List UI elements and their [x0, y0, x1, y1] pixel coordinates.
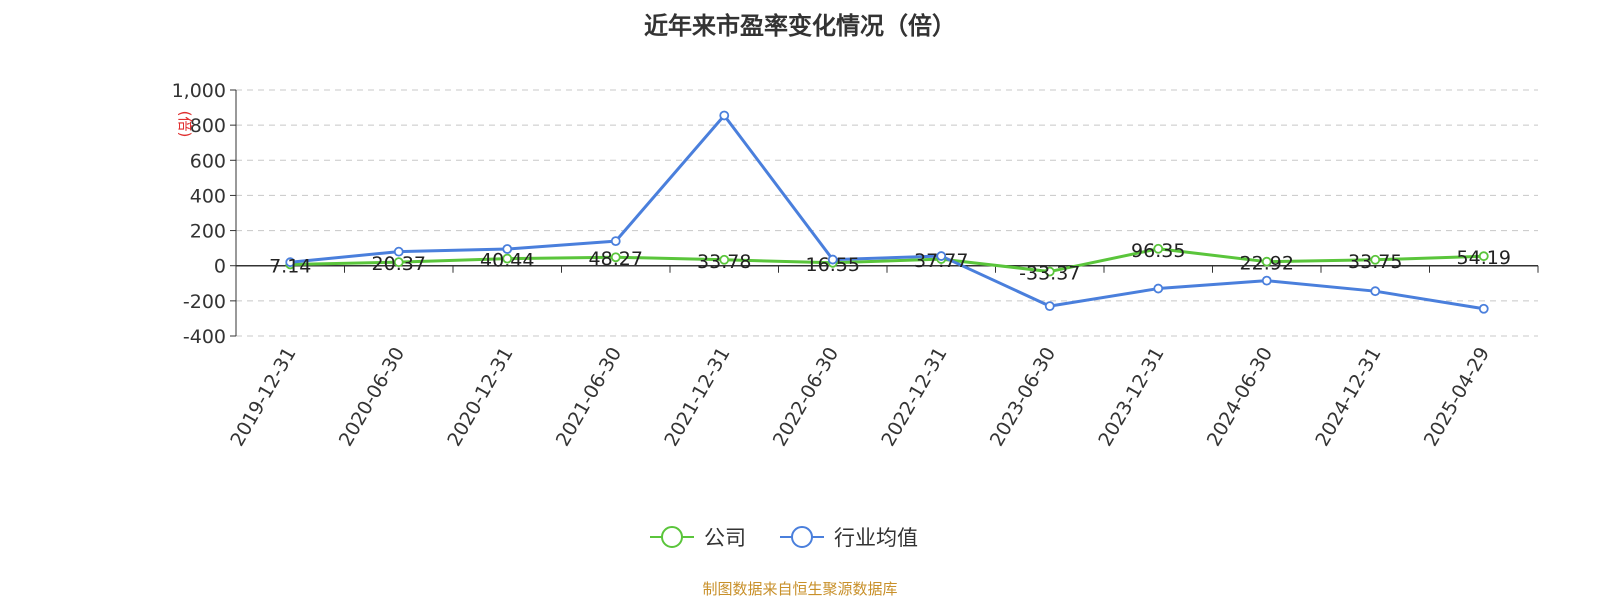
y-tick-label: 1,000 — [172, 80, 226, 102]
data-label: 48.27 — [589, 248, 643, 270]
data-point[interactable] — [1153, 283, 1164, 294]
x-tick-label: 2023-06-30 — [986, 344, 1060, 451]
data-label: 33.75 — [1348, 251, 1402, 273]
data-labels: 7.14 20.37 40.44 48.27 33.78 16.55 37.77 -33.37… — [269, 240, 1511, 285]
data-point[interactable] — [1261, 256, 1272, 267]
y-tick-label: -200 — [183, 291, 226, 313]
series-lines — [285, 110, 1489, 314]
x-tick-label: 2021-06-30 — [552, 344, 626, 451]
data-label: 20.37 — [372, 253, 426, 275]
data-point[interactable] — [936, 251, 947, 261]
data-point[interactable] — [610, 236, 621, 247]
legend-marker — [661, 526, 683, 548]
source-note: 制图数据来自恒生聚源数据库 — [702, 580, 898, 598]
y-tick-label: 0 — [214, 256, 226, 278]
data-point[interactable] — [1370, 286, 1381, 297]
y-tick-label: 600 — [190, 150, 226, 172]
data-point[interactable] — [1153, 243, 1164, 254]
data-label: 54.19 — [1457, 247, 1511, 269]
x-tick-label: 2019-12-31 — [226, 344, 300, 451]
legend-label: 行业均值 — [834, 526, 918, 550]
data-label: 22.92 — [1240, 253, 1294, 275]
legend-label: 公司 — [704, 526, 746, 550]
data-label: 96.35 — [1131, 240, 1185, 262]
y-axis-unit-label: (倍) — [176, 111, 194, 138]
x-tick-label: 2024-12-31 — [1311, 344, 1385, 451]
grid-lines — [236, 89, 1538, 337]
data-point[interactable] — [502, 253, 513, 264]
chart-title: 近年来市盈率变化情况（倍） — [644, 12, 956, 40]
data-point[interactable] — [1370, 254, 1381, 265]
data-point[interactable] — [719, 110, 730, 121]
data-point[interactable] — [610, 252, 621, 263]
data-point[interactable] — [393, 257, 404, 268]
data-point[interactable] — [1478, 251, 1489, 262]
series-line — [290, 113, 1484, 311]
y-tick-label: 200 — [190, 221, 226, 243]
x-tick-label: 2024-06-30 — [1203, 344, 1277, 451]
x-tick-label: 2020-06-30 — [335, 344, 409, 451]
legend-item[interactable]: 行业均值 — [780, 526, 918, 550]
data-point[interactable] — [719, 254, 730, 265]
data-label: 37.77 — [914, 250, 968, 272]
data-point[interactable] — [1261, 275, 1272, 286]
data-label: 7.14 — [269, 255, 311, 277]
data-point[interactable] — [393, 246, 404, 257]
series-line — [290, 247, 1484, 274]
y-tick-label: 800 — [190, 115, 226, 137]
x-tick-label: 2020-12-31 — [443, 344, 517, 451]
y-tick-label: 400 — [190, 185, 226, 207]
data-point[interactable] — [1044, 266, 1055, 277]
legend-item[interactable]: 公司 — [650, 526, 746, 550]
data-label: -33.37 — [1019, 263, 1080, 285]
data-point[interactable] — [1478, 303, 1489, 314]
data-label: 33.78 — [697, 251, 751, 273]
x-tick-label: 2023-12-31 — [1094, 344, 1168, 451]
x-tick-label: 2022-06-30 — [769, 344, 843, 451]
x-tick-label: 2021-12-31 — [660, 344, 734, 451]
data-point[interactable] — [1044, 301, 1055, 312]
x-tick-label: 2025-04-29 — [1420, 344, 1494, 451]
data-point[interactable] — [502, 244, 513, 254]
y-tick-label: -400 — [183, 326, 226, 348]
data-label: 40.44 — [480, 250, 534, 272]
data-point[interactable] — [827, 254, 838, 265]
data-label: 16.55 — [806, 254, 860, 276]
legend-marker — [791, 526, 813, 548]
x-tick-label: 2022-12-31 — [877, 344, 951, 451]
legend[interactable]: 公司 行业均值 — [650, 526, 918, 550]
data-point[interactable] — [285, 257, 296, 268]
